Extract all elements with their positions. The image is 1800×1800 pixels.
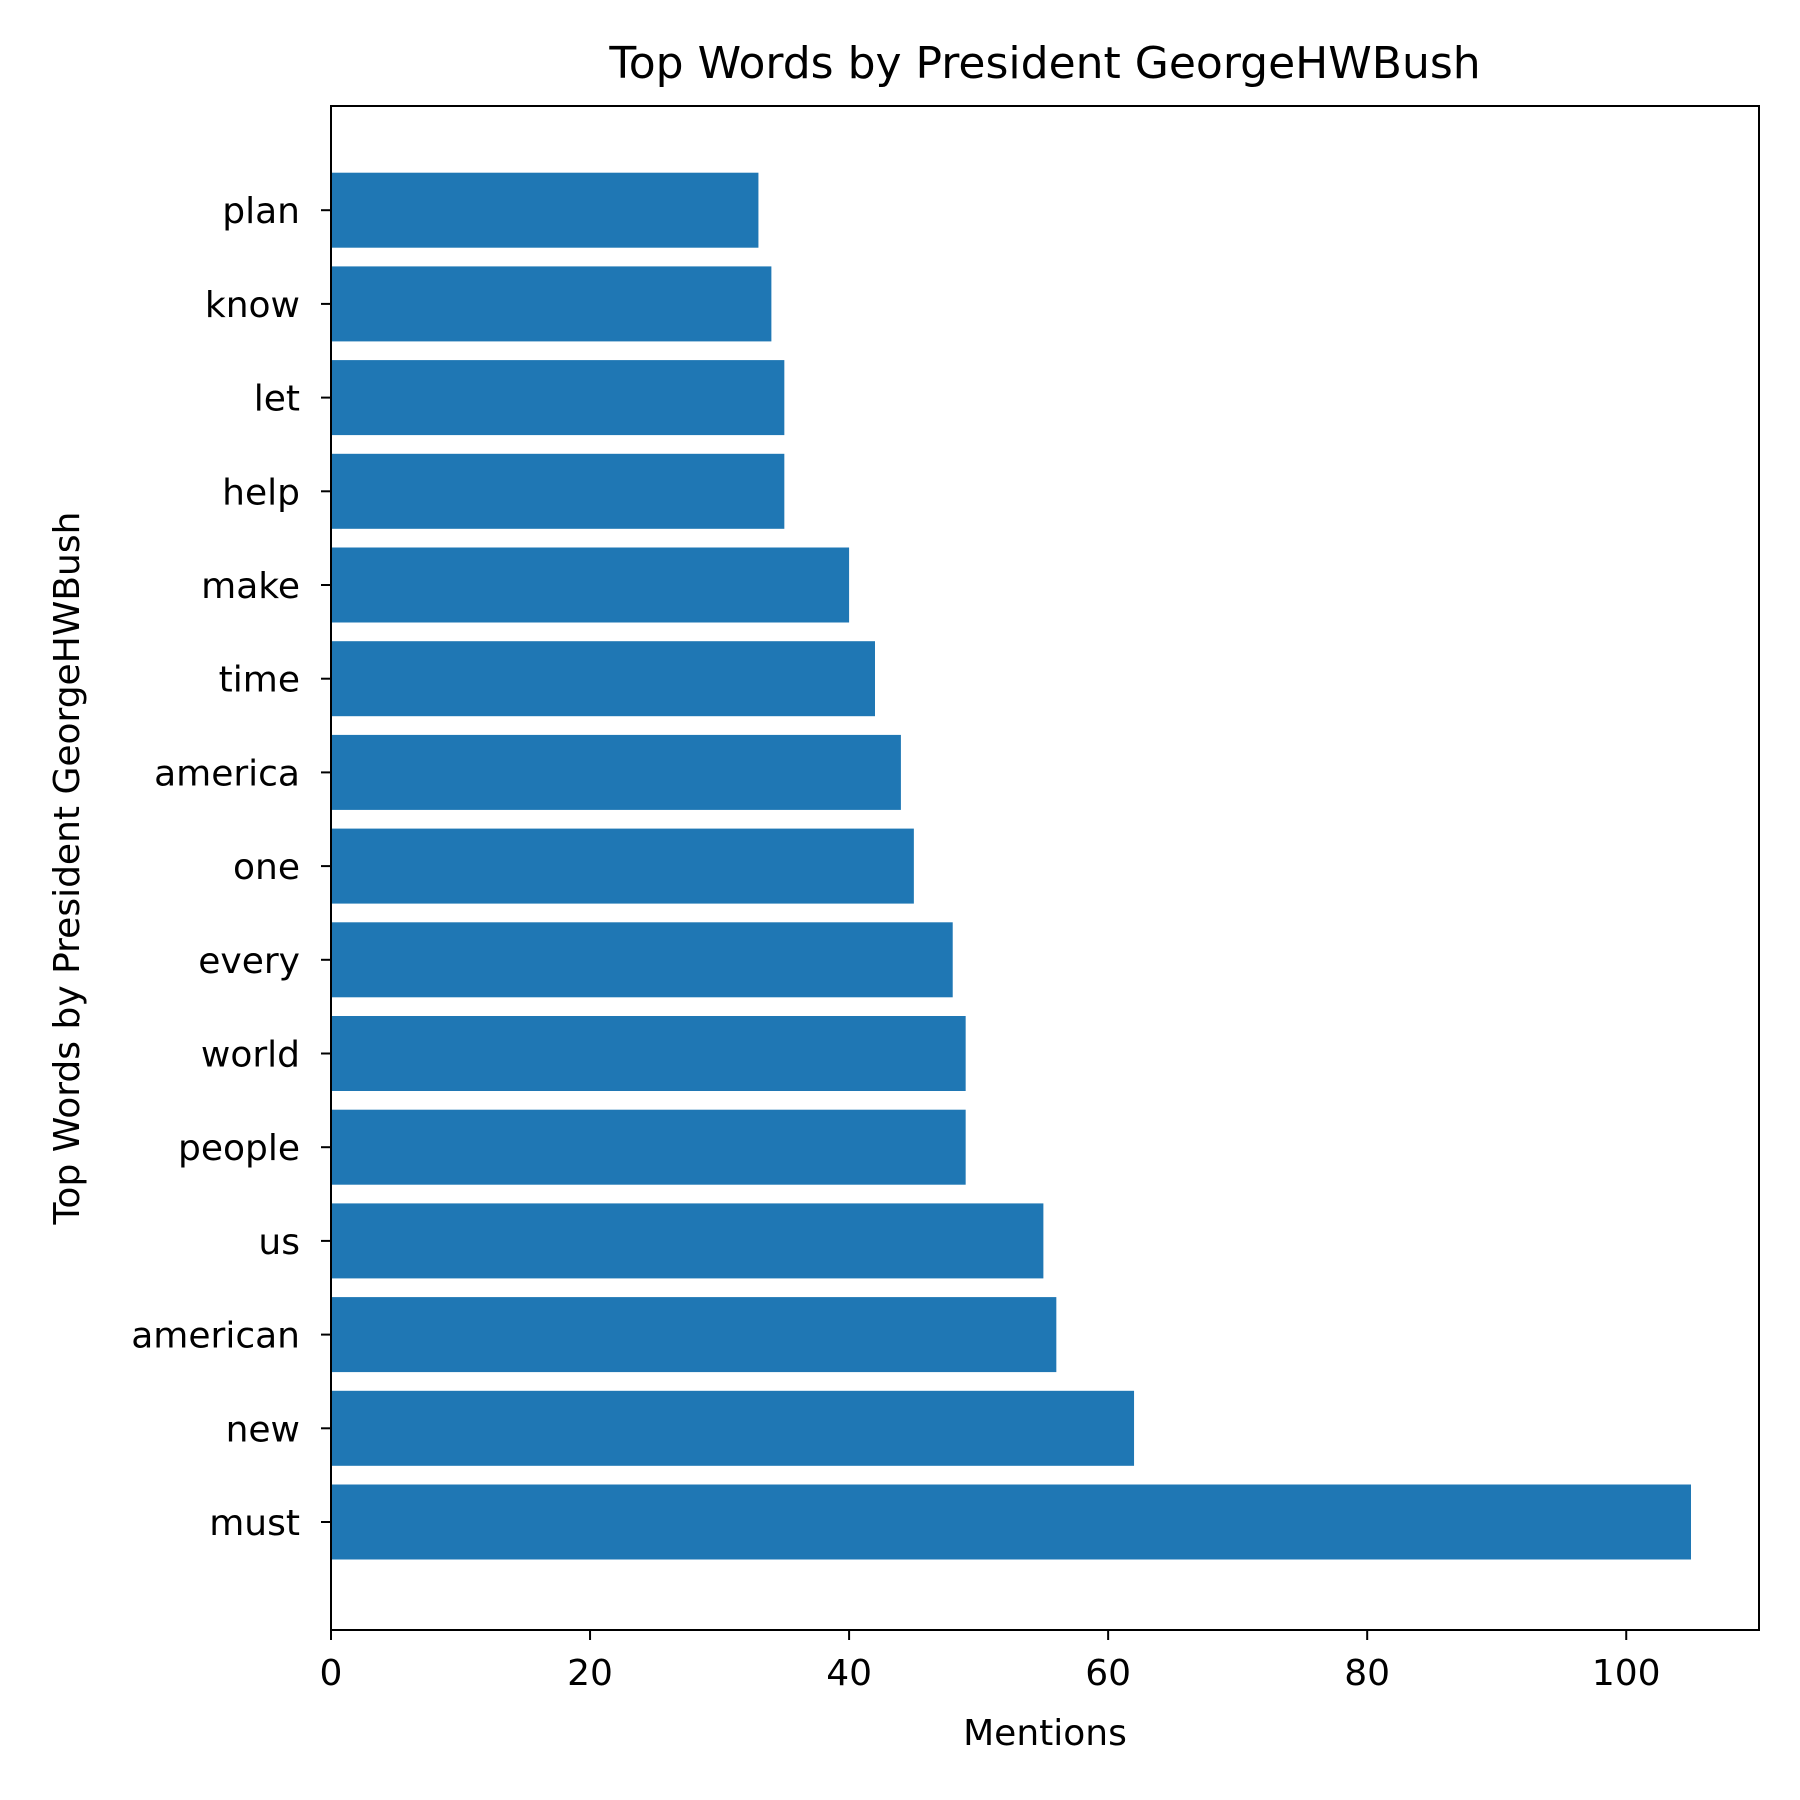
x-tick-label: 80: [1344, 1653, 1390, 1694]
y-tick-label: know: [205, 285, 300, 326]
y-tick-label: must: [209, 1503, 300, 1544]
y-tick-label: make: [201, 566, 300, 607]
y-tick-label: people: [178, 1128, 300, 1169]
bar-help: [331, 453, 785, 529]
bar-american: [331, 1297, 1057, 1373]
x-tick-label: 100: [1592, 1653, 1661, 1694]
y-tick-label: american: [131, 1316, 300, 1357]
bar-people: [331, 1109, 966, 1185]
x-tick-label: 20: [567, 1653, 613, 1694]
x-tick-label: 0: [320, 1653, 343, 1694]
bar-world: [331, 1016, 966, 1091]
bar-new: [331, 1390, 1135, 1466]
y-tick-label: us: [258, 1222, 300, 1263]
bar-us: [331, 1203, 1044, 1279]
bar-plan: [331, 172, 759, 248]
y-tick-label: new: [226, 1409, 300, 1450]
bars-group: [331, 172, 1691, 1560]
bar-one: [331, 828, 914, 904]
y-tick-label: america: [154, 753, 300, 794]
y-tick-label: let: [254, 379, 300, 420]
bar-must: [331, 1484, 1691, 1560]
y-tick-label: every: [198, 941, 300, 982]
x-axis-label: Mentions: [963, 1713, 1127, 1754]
y-tick-label: plan: [222, 191, 300, 232]
bar-know: [331, 266, 772, 342]
x-tick-label: 40: [826, 1653, 872, 1694]
y-tick-label: time: [219, 660, 300, 701]
y-tick-label: help: [222, 472, 300, 513]
x-tick-label: 60: [1085, 1653, 1131, 1694]
bar-america: [331, 734, 901, 810]
bar-let: [331, 360, 785, 436]
bar-make: [331, 547, 850, 623]
bar-time: [331, 641, 875, 717]
y-tick-label: world: [201, 1035, 300, 1076]
x-axis-ticks: 0 20 40 60 80 100: [320, 1630, 1661, 1694]
chart-title: Top Words by President GeorgeHWBush: [608, 38, 1480, 89]
y-axis-label: Top Words by President GeorgeHWBush: [47, 512, 88, 1226]
plot-frame: [330, 105, 1760, 1631]
y-tick-label: one: [233, 847, 300, 888]
y-axis-ticks: must new american us people world every one amer…: [131, 191, 331, 1544]
bar-every: [331, 922, 953, 998]
